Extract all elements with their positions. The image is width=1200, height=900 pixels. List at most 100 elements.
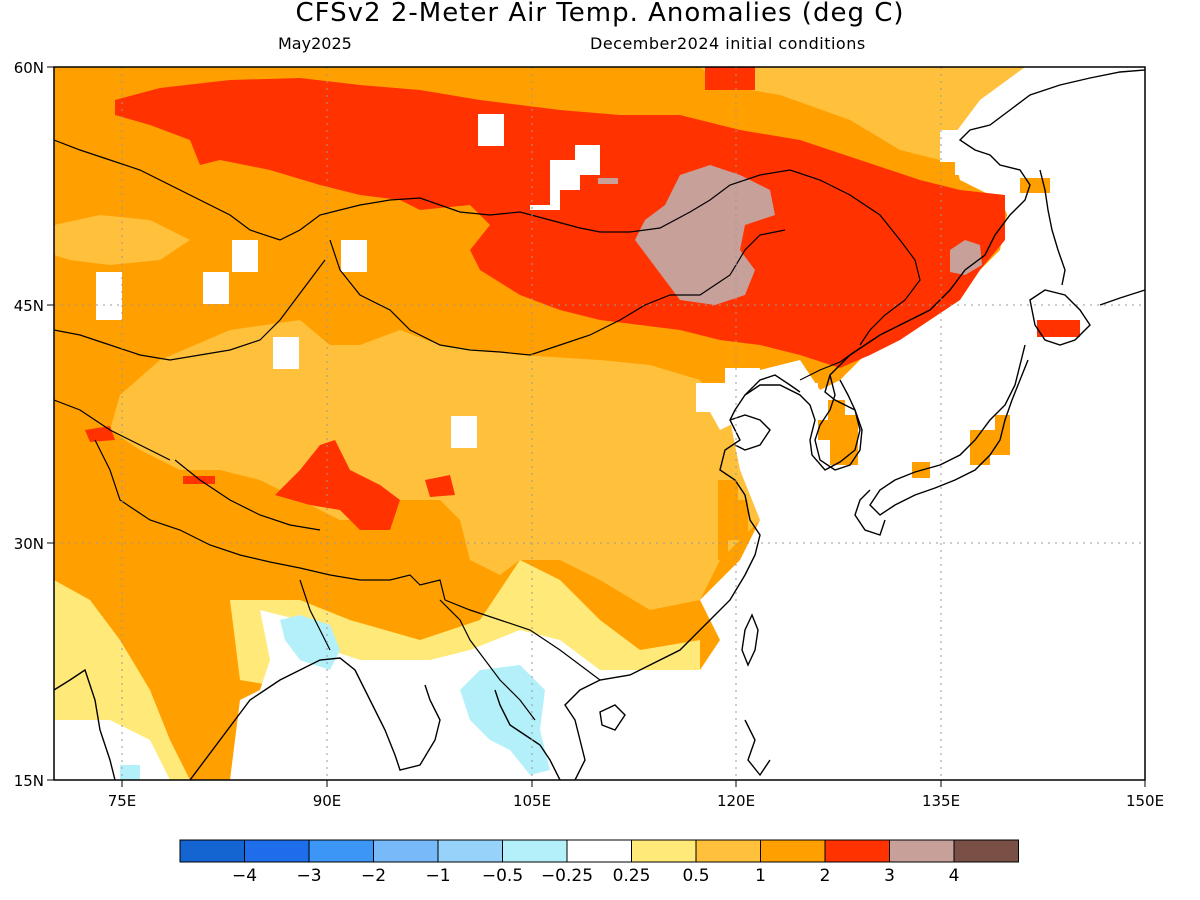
coastlines [54,69,1145,780]
legend-label: 3 [884,866,895,886]
coastline-taiwan [741,613,759,667]
coastline-shandong [729,414,771,451]
masked-cell [273,337,299,369]
coastline-korea [814,374,863,471]
anomaly-region-neutral-south [230,67,1145,780]
lon-label: 75E [108,792,137,810]
masked-cell [203,272,229,304]
anomaly-region-neg0.5-neg0.25-india [120,765,140,780]
legend-swatch [824,839,890,863]
target-month-label: May2025 [278,34,352,53]
map-title: CFSv2 2-Meter Air Temp. Anomalies (deg C… [295,0,905,28]
border-nepal [174,459,321,531]
lon-label: 135E [922,792,960,810]
legend-swatch [502,839,568,863]
legend-label: −2 [361,866,386,886]
coastline-hainan [599,704,626,731]
legend-swatch [695,839,761,863]
legend-swatch [244,839,310,863]
legend-label: −4 [232,866,257,886]
coastline-kamchatka [1099,289,1145,306]
legend-label: −0.5 [482,866,523,886]
anomaly-region-3-4-mongolia [635,165,775,305]
lon-label: 150E [1126,792,1164,810]
lat-label: 30N [14,535,44,553]
anomaly-region-2-3-spot [425,475,455,497]
anomaly-cell-japan [970,415,1010,465]
lon-label: 105E [513,792,551,810]
legend-label: 0.25 [613,866,651,886]
coastline-philippines [744,719,771,777]
lat-label: 45N [14,297,44,315]
anomaly-region-neg0.5-neg0.25-bengal [280,615,340,670]
coastline-east-asia [564,69,1145,780]
legend-label: −0.25 [541,866,593,886]
anomaly-region-2-3-tibet [275,440,400,530]
border-russia-south [54,139,921,346]
anomaly-region-2-3-small [183,476,215,484]
initial-conditions-label: December2024 initial conditions [590,34,866,53]
legend-swatch [566,839,632,863]
border-indochina [444,599,601,681]
anomaly-region-neutral-southwest [54,720,170,780]
political-borders [54,139,921,721]
lon-labels: 75E 90E 105E 120E 135E 150E [108,792,1164,810]
coastline-india-west [54,668,116,780]
legend-label: −1 [425,866,450,886]
legend-label: 1 [755,866,766,886]
legend-swatch [179,839,245,863]
anomaly-field [54,67,1145,780]
coastline-sakhalin [1039,169,1066,286]
legend-swatch [308,839,374,863]
masked-cell-baikal [530,145,600,210]
coastline-japan-hokkaido [1029,289,1091,346]
legend-swatch [889,839,955,863]
legend-swatch [953,839,1019,863]
coastline-bengal [189,657,441,780]
legend-label: 4 [949,866,960,886]
coastline-japan-kyushu [854,489,886,536]
border-mongolia-south [329,229,786,356]
coastline-liaodong [744,374,801,396]
masked-cell-sakhalin [940,130,990,175]
coastline-japan-honshu [869,344,1029,516]
masked-cell [96,272,122,320]
anomaly-cell-coast [718,480,748,560]
coastline-indochina [494,689,561,780]
anomaly-region-2-3-north [705,67,755,90]
masked-cell [341,240,367,272]
map-frame [53,66,1146,781]
anomaly-region-2-3-karakoram [85,426,115,442]
anomaly-region-neg0.5-neg0.25-indochina [460,665,550,775]
border-china-korea [799,347,861,381]
axis-ticks [47,66,1146,787]
legend-swatch [631,839,697,863]
legend-label: 2 [820,866,831,886]
legend-swatch [760,839,826,863]
anomaly-region-0.5-1-west [54,215,190,265]
masked-cell [232,240,258,272]
lat-label: 15N [14,772,44,790]
border-himalaya [94,439,446,601]
lat-label: 60N [14,59,44,77]
border-central-asia-2 [54,399,171,461]
masked-cell [451,416,477,448]
masked-cell-korea-west [800,383,818,420]
anomaly-cell-korea [818,400,858,465]
anomaly-region-0.5-1-central [110,320,760,610]
anomaly-region-2-3-hokkaido [1037,320,1080,337]
legend-label: −3 [296,866,321,886]
lon-label: 90E [313,792,342,810]
legend-label: 0.5 [682,866,709,886]
legend-swatch [373,839,439,863]
border-myanmar [439,599,536,721]
border-central-asia [54,259,326,361]
anomaly-region-3-4-small [598,178,618,184]
masked-cell-bohai [696,368,760,430]
masked-cell [478,114,504,146]
border-india-bangladesh [299,579,331,651]
lon-label: 120E [717,792,755,810]
anomaly-region-3-4-manchuria [950,240,982,275]
legend-colorbar [179,839,1019,863]
